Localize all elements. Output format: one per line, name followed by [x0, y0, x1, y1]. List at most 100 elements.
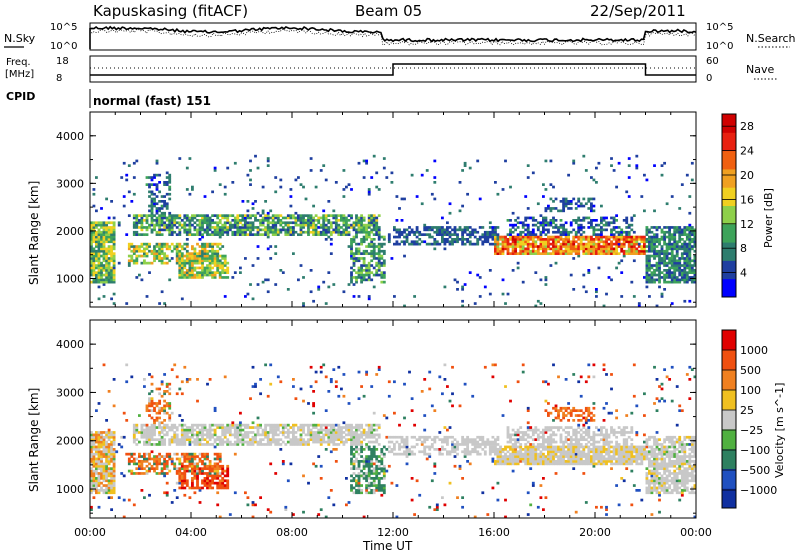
data-cell: [600, 235, 603, 239]
data-cell: [254, 382, 257, 386]
data-cell: [279, 431, 283, 434]
data-cell: [620, 249, 624, 253]
data-cell: [587, 207, 591, 210]
data-cell: [244, 423, 247, 427]
data-cell: [163, 252, 167, 255]
data-cell: [352, 464, 356, 468]
data-cell: [607, 235, 611, 239]
data-cell: [317, 440, 321, 444]
data-cell: [425, 457, 429, 461]
data-cell: [398, 242, 401, 246]
data-cell: [332, 221, 336, 225]
data-cell: [552, 185, 555, 189]
data-cell: [627, 242, 631, 246]
data-cell: [155, 242, 159, 246]
data-cell: [514, 223, 518, 227]
data-cell: [302, 216, 305, 220]
data-cell: [233, 423, 237, 427]
data-cell: [102, 269, 106, 272]
data-cell: [516, 216, 520, 220]
data-cell: [281, 426, 285, 429]
data-cell: [683, 280, 687, 284]
data-cell: [203, 481, 207, 485]
data-cell: [307, 223, 310, 227]
data-cell: [274, 228, 278, 232]
colorbar-tick-label: 8: [740, 242, 747, 255]
data-cell: [221, 226, 225, 229]
data-cell: [688, 240, 692, 244]
data-cell: [110, 254, 114, 258]
data-cell: [519, 221, 523, 225]
data-cell: [198, 489, 202, 492]
data-cell: [357, 249, 361, 253]
data-cell: [97, 261, 101, 265]
data-cell: [213, 221, 217, 225]
data-cell: [648, 240, 651, 244]
data-cell: [458, 464, 462, 468]
data-cell: [206, 219, 209, 222]
data-cell: [203, 195, 207, 198]
data-cell: [281, 216, 285, 220]
data-cell: [559, 226, 563, 229]
data-cell: [201, 273, 204, 277]
data-cell: [165, 261, 169, 265]
data-cell: [90, 438, 93, 442]
data-cell: [352, 460, 356, 463]
data-cell: [180, 467, 184, 471]
data-cell: [105, 226, 109, 229]
data-cell: [347, 501, 351, 504]
data-cell: [92, 496, 96, 500]
data-cell: [653, 238, 656, 241]
data-cell: [92, 188, 96, 191]
data-cell: [145, 242, 149, 246]
data-cell: [453, 228, 457, 232]
data-cell: [196, 273, 199, 277]
data-cell: [286, 479, 290, 483]
data-cell: [125, 452, 129, 456]
data-cell: [542, 240, 545, 244]
data-cell: [269, 440, 273, 444]
data-cell: [456, 240, 459, 244]
data-cell: [658, 240, 661, 244]
data-cell: [191, 435, 194, 439]
data-cell: [352, 259, 356, 263]
data-cell: [451, 238, 454, 241]
data-cell: [198, 271, 202, 274]
data-cell: [221, 477, 225, 480]
data-cell: [544, 223, 548, 227]
data-cell: [188, 455, 192, 458]
data-cell: [239, 428, 242, 432]
data-cell: [110, 481, 114, 485]
data-cell: [643, 173, 646, 177]
data-cell: [670, 280, 674, 284]
data-cell: [218, 214, 222, 217]
data-cell: [191, 464, 194, 468]
data-cell: [213, 254, 217, 258]
data-cell: [132, 435, 136, 439]
data-cell: [193, 477, 197, 480]
data-cell: [430, 443, 434, 446]
data-cell: [254, 214, 257, 217]
data-cell: [289, 230, 293, 234]
data-cell: [178, 223, 182, 227]
data-cell: [90, 481, 93, 485]
data-cell: [367, 264, 371, 267]
data-cell: [549, 242, 553, 246]
data-cell: [524, 219, 528, 222]
data-cell: [117, 221, 121, 225]
data-cell: [196, 467, 199, 471]
data-cell: [148, 271, 151, 274]
data-cell: [680, 276, 684, 279]
data-cell: [544, 209, 548, 213]
data-cell: [382, 491, 386, 495]
data-cell: [678, 269, 682, 272]
data-cell: [600, 221, 603, 225]
data-cell: [673, 235, 677, 239]
data-cell: [95, 259, 98, 263]
data-cell: [415, 438, 419, 442]
data-cell: [640, 195, 644, 198]
data-cell: [102, 223, 106, 227]
noise-sky-trace: [89, 25, 697, 49]
data-cell: [372, 445, 376, 449]
data-cell: [233, 443, 237, 446]
